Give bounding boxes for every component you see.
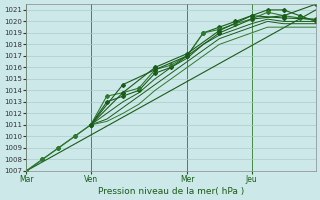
X-axis label: Pression niveau de la mer( hPa ): Pression niveau de la mer( hPa ) — [98, 187, 244, 196]
